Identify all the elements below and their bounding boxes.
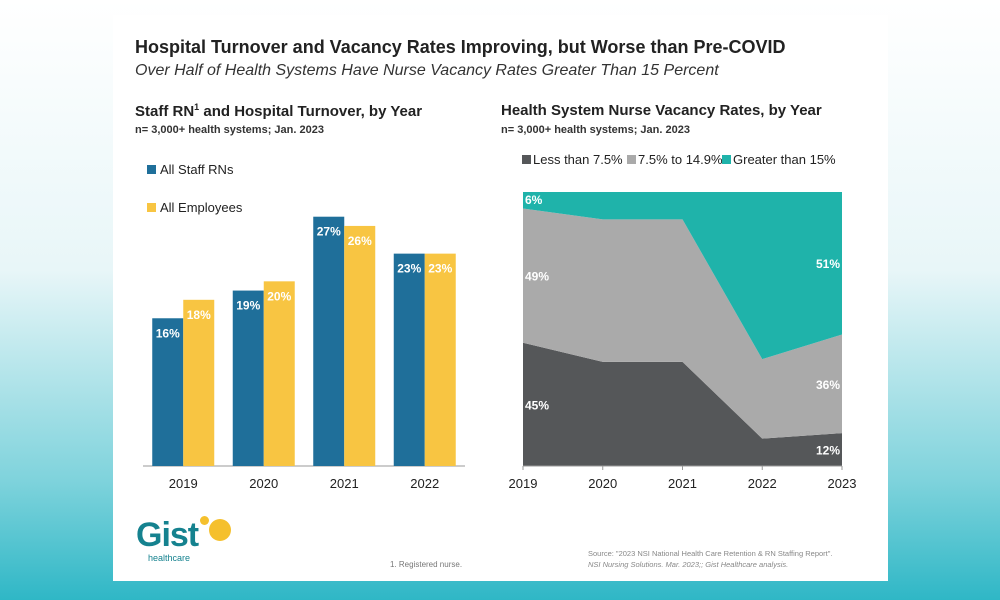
- source-note: Source: "2023 NSI National Health Care R…: [588, 548, 832, 570]
- bar-all-staff-rns-2020: [232, 290, 264, 466]
- logo-dot-small: [200, 516, 209, 525]
- legend-swatch-7-5-to-14-9: [627, 155, 636, 164]
- logo-dot-large: [209, 519, 231, 541]
- page-title: Hospital Turnover and Vacancy Rates Impr…: [135, 37, 786, 57]
- bar-label-all-employees-2022: 23%: [428, 262, 452, 276]
- area-tick-label-2023: 2023: [828, 476, 857, 491]
- source-line-2: NSI Nursing Solutions. Mar. 2023;; Gist …: [588, 560, 789, 569]
- bar-label-all-staff-rns-2019: 16%: [156, 326, 180, 340]
- area-tick-label-2021: 2021: [668, 476, 697, 491]
- legend-swatch-less-than-7-5: [522, 155, 531, 164]
- area-label-less-than-7-5-2019: 45%: [525, 398, 549, 412]
- gist-logo: Gist healthcare: [136, 516, 246, 572]
- legend-label-7-5-to-14-9: 7.5% to 14.9%: [638, 152, 723, 167]
- bar-all-employees-2019: [183, 299, 215, 466]
- legend-swatch-greater-than-15: [722, 155, 731, 164]
- legend-label-less-than-7-5: Less than 7.5%: [533, 152, 623, 167]
- page-subtitle: Over Half of Health Systems Have Nurse V…: [135, 62, 719, 79]
- bar-all-staff-rns-2022: [393, 253, 425, 466]
- bar-all-employees-2022: [424, 253, 456, 466]
- bar-tick-label-2022: 2022: [410, 476, 439, 491]
- area-tick-label-2019: 2019: [509, 476, 538, 491]
- bar-tick-label-2019: 2019: [169, 476, 198, 491]
- bar-all-employees-2021: [344, 225, 376, 466]
- area-label-less-than-7-5-2023: 12%: [816, 444, 840, 458]
- area-label-greater-than-15-2023: 51%: [816, 257, 840, 271]
- logo-wordmark: Gist: [136, 516, 199, 554]
- bar-label-all-employees-2020: 20%: [267, 289, 291, 303]
- area-label-7-5-to-14-9-2023: 36%: [816, 378, 840, 392]
- bar-label-all-employees-2021: 26%: [348, 234, 372, 248]
- legend-swatch-all-employees: [147, 203, 156, 212]
- right-chart-title: Health System Nurse Vacancy Rates, by Ye…: [501, 102, 822, 119]
- bar-label-all-employees-2019: 18%: [187, 308, 211, 322]
- bar-all-staff-rns-2019: [152, 318, 184, 466]
- area-label-7-5-to-14-9-2019: 49%: [525, 270, 549, 284]
- legend-label-all-staff-rns: All Staff RNs: [160, 162, 234, 177]
- area-tick-label-2020: 2020: [588, 476, 617, 491]
- bar-label-all-staff-rns-2022: 23%: [397, 262, 421, 276]
- logo-subtext: healthcare: [148, 553, 191, 563]
- bar-label-all-staff-rns-2020: 19%: [236, 299, 260, 313]
- bar-tick-label-2020: 2020: [249, 476, 278, 491]
- bar-all-employees-2020: [263, 281, 295, 466]
- footnote: 1. Registered nurse.: [390, 560, 463, 569]
- right-chart-subtitle: n= 3,000+ health systems; Jan. 2023: [501, 124, 690, 136]
- area-label-greater-than-15-2019: 6%: [525, 193, 543, 207]
- area-7-5-to-14-9: [523, 208, 842, 439]
- legend-label-all-employees: All Employees: [160, 200, 243, 215]
- left-chart-subtitle: n= 3,000+ health systems; Jan. 2023: [135, 124, 324, 136]
- legend-swatch-all-staff-rns: [147, 165, 156, 174]
- bar-all-staff-rns-2021: [313, 216, 345, 466]
- left-chart-title-rest: and Hospital Turnover, by Year: [199, 103, 423, 120]
- area-greater-than-15: [523, 192, 842, 360]
- left-chart-title-sup: 1: [194, 102, 200, 112]
- source-line-1: Source: "2023 NSI National Health Care R…: [588, 549, 833, 558]
- left-chart-title-main: Staff RN: [135, 103, 195, 120]
- area-less-than-7-5: [523, 342, 842, 466]
- area-tick-label-2022: 2022: [748, 476, 777, 491]
- legend-label-greater-than-15: Greater than 15%: [733, 152, 836, 167]
- bar-tick-label-2021: 2021: [330, 476, 359, 491]
- bar-label-all-staff-rns-2021: 27%: [317, 225, 341, 239]
- left-chart-title: Staff RN1 and Hospital Turnover, by Year: [135, 102, 422, 120]
